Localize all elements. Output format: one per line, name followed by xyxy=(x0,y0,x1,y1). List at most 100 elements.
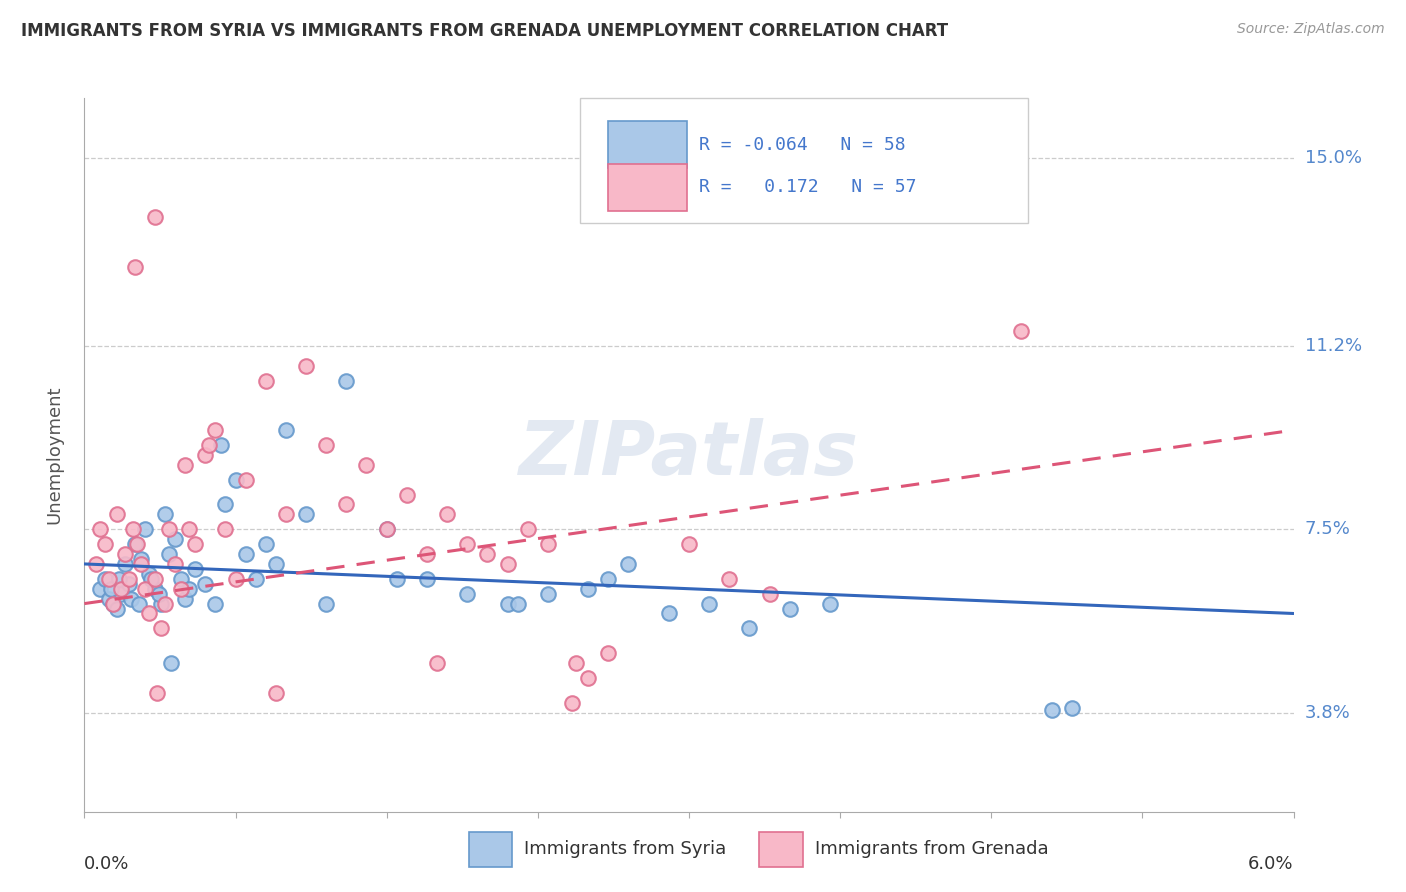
Point xyxy=(89,582,111,596)
Point xyxy=(385,572,408,586)
Point xyxy=(426,656,449,670)
Point xyxy=(105,508,128,522)
Text: 3.8%: 3.8% xyxy=(1305,704,1350,722)
Text: 6.0%: 6.0% xyxy=(1249,855,1294,872)
Point xyxy=(89,522,111,536)
Text: R = -0.064   N = 58: R = -0.064 N = 58 xyxy=(699,136,905,153)
Point xyxy=(160,656,183,670)
Point xyxy=(245,572,267,586)
Point xyxy=(295,508,318,522)
Text: IMMIGRANTS FROM SYRIA VS IMMIGRANTS FROM GRENADA UNEMPLOYMENT CORRELATION CHART: IMMIGRANTS FROM SYRIA VS IMMIGRANTS FROM… xyxy=(21,22,948,40)
FancyBboxPatch shape xyxy=(759,831,803,867)
Text: 7.5%: 7.5% xyxy=(1305,520,1351,538)
Point xyxy=(184,562,207,576)
Point xyxy=(143,572,166,586)
Point xyxy=(134,522,156,536)
Text: 15.0%: 15.0% xyxy=(1305,149,1361,167)
Point xyxy=(139,572,162,586)
Point xyxy=(598,572,620,586)
FancyBboxPatch shape xyxy=(468,831,512,867)
Point xyxy=(143,582,166,596)
Point xyxy=(124,537,146,551)
Point xyxy=(264,686,287,700)
Point xyxy=(576,582,599,596)
Point xyxy=(110,582,132,596)
Point xyxy=(214,522,236,536)
Point xyxy=(274,423,297,437)
Point xyxy=(101,597,124,611)
Point xyxy=(198,438,221,452)
Point xyxy=(375,522,398,536)
Point xyxy=(598,646,620,660)
Point xyxy=(114,557,136,571)
Point xyxy=(225,572,247,586)
Point xyxy=(209,438,232,452)
Point xyxy=(128,597,150,611)
Point xyxy=(170,582,193,596)
Point xyxy=(561,696,583,710)
Point xyxy=(179,522,201,536)
FancyBboxPatch shape xyxy=(581,98,1028,223)
Point xyxy=(738,621,761,635)
Text: ZIPatlas: ZIPatlas xyxy=(519,418,859,491)
Point xyxy=(697,597,720,611)
Point xyxy=(477,547,499,561)
Point xyxy=(138,607,160,621)
Point xyxy=(1060,700,1083,714)
Point xyxy=(149,597,172,611)
Point xyxy=(93,537,115,551)
Point xyxy=(157,547,180,561)
Point xyxy=(105,601,128,615)
Point xyxy=(86,557,108,571)
Point xyxy=(124,260,146,274)
Point xyxy=(356,458,378,472)
Point xyxy=(264,557,287,571)
Point xyxy=(576,671,599,685)
Point xyxy=(235,473,257,487)
Point xyxy=(416,572,439,586)
Point xyxy=(537,537,560,551)
Y-axis label: Unemployment: Unemployment xyxy=(45,385,63,524)
Point xyxy=(138,566,160,581)
Point xyxy=(174,458,197,472)
Text: Immigrants from Grenada: Immigrants from Grenada xyxy=(814,840,1049,858)
Point xyxy=(163,532,186,546)
Point xyxy=(416,547,439,561)
Point xyxy=(758,587,780,601)
Point xyxy=(163,557,186,571)
Point xyxy=(678,537,700,551)
Text: R =   0.172   N = 57: R = 0.172 N = 57 xyxy=(699,178,917,196)
Point xyxy=(153,508,176,522)
Point xyxy=(436,508,458,522)
Point xyxy=(315,597,337,611)
Text: 11.2%: 11.2% xyxy=(1305,337,1362,355)
Point xyxy=(204,423,226,437)
Point xyxy=(118,572,141,586)
Point xyxy=(456,587,478,601)
Point xyxy=(125,537,148,551)
Point xyxy=(818,597,841,611)
Text: Source: ZipAtlas.com: Source: ZipAtlas.com xyxy=(1237,22,1385,37)
Point xyxy=(174,591,197,606)
Point xyxy=(254,537,277,551)
Point xyxy=(121,522,143,536)
Point xyxy=(107,572,129,586)
Point xyxy=(375,522,398,536)
Point xyxy=(779,601,801,615)
FancyBboxPatch shape xyxy=(607,121,686,168)
Point xyxy=(1010,324,1032,338)
Point xyxy=(565,656,588,670)
Point xyxy=(194,576,217,591)
Point xyxy=(295,359,318,373)
Point xyxy=(134,582,156,596)
Point xyxy=(617,557,640,571)
Point xyxy=(335,498,357,512)
Point xyxy=(194,448,217,462)
Text: 0.0%: 0.0% xyxy=(84,855,129,872)
Point xyxy=(516,522,538,536)
Point xyxy=(204,597,226,611)
Point xyxy=(214,498,236,512)
Point xyxy=(456,537,478,551)
Point xyxy=(335,374,357,388)
Point xyxy=(718,572,741,586)
